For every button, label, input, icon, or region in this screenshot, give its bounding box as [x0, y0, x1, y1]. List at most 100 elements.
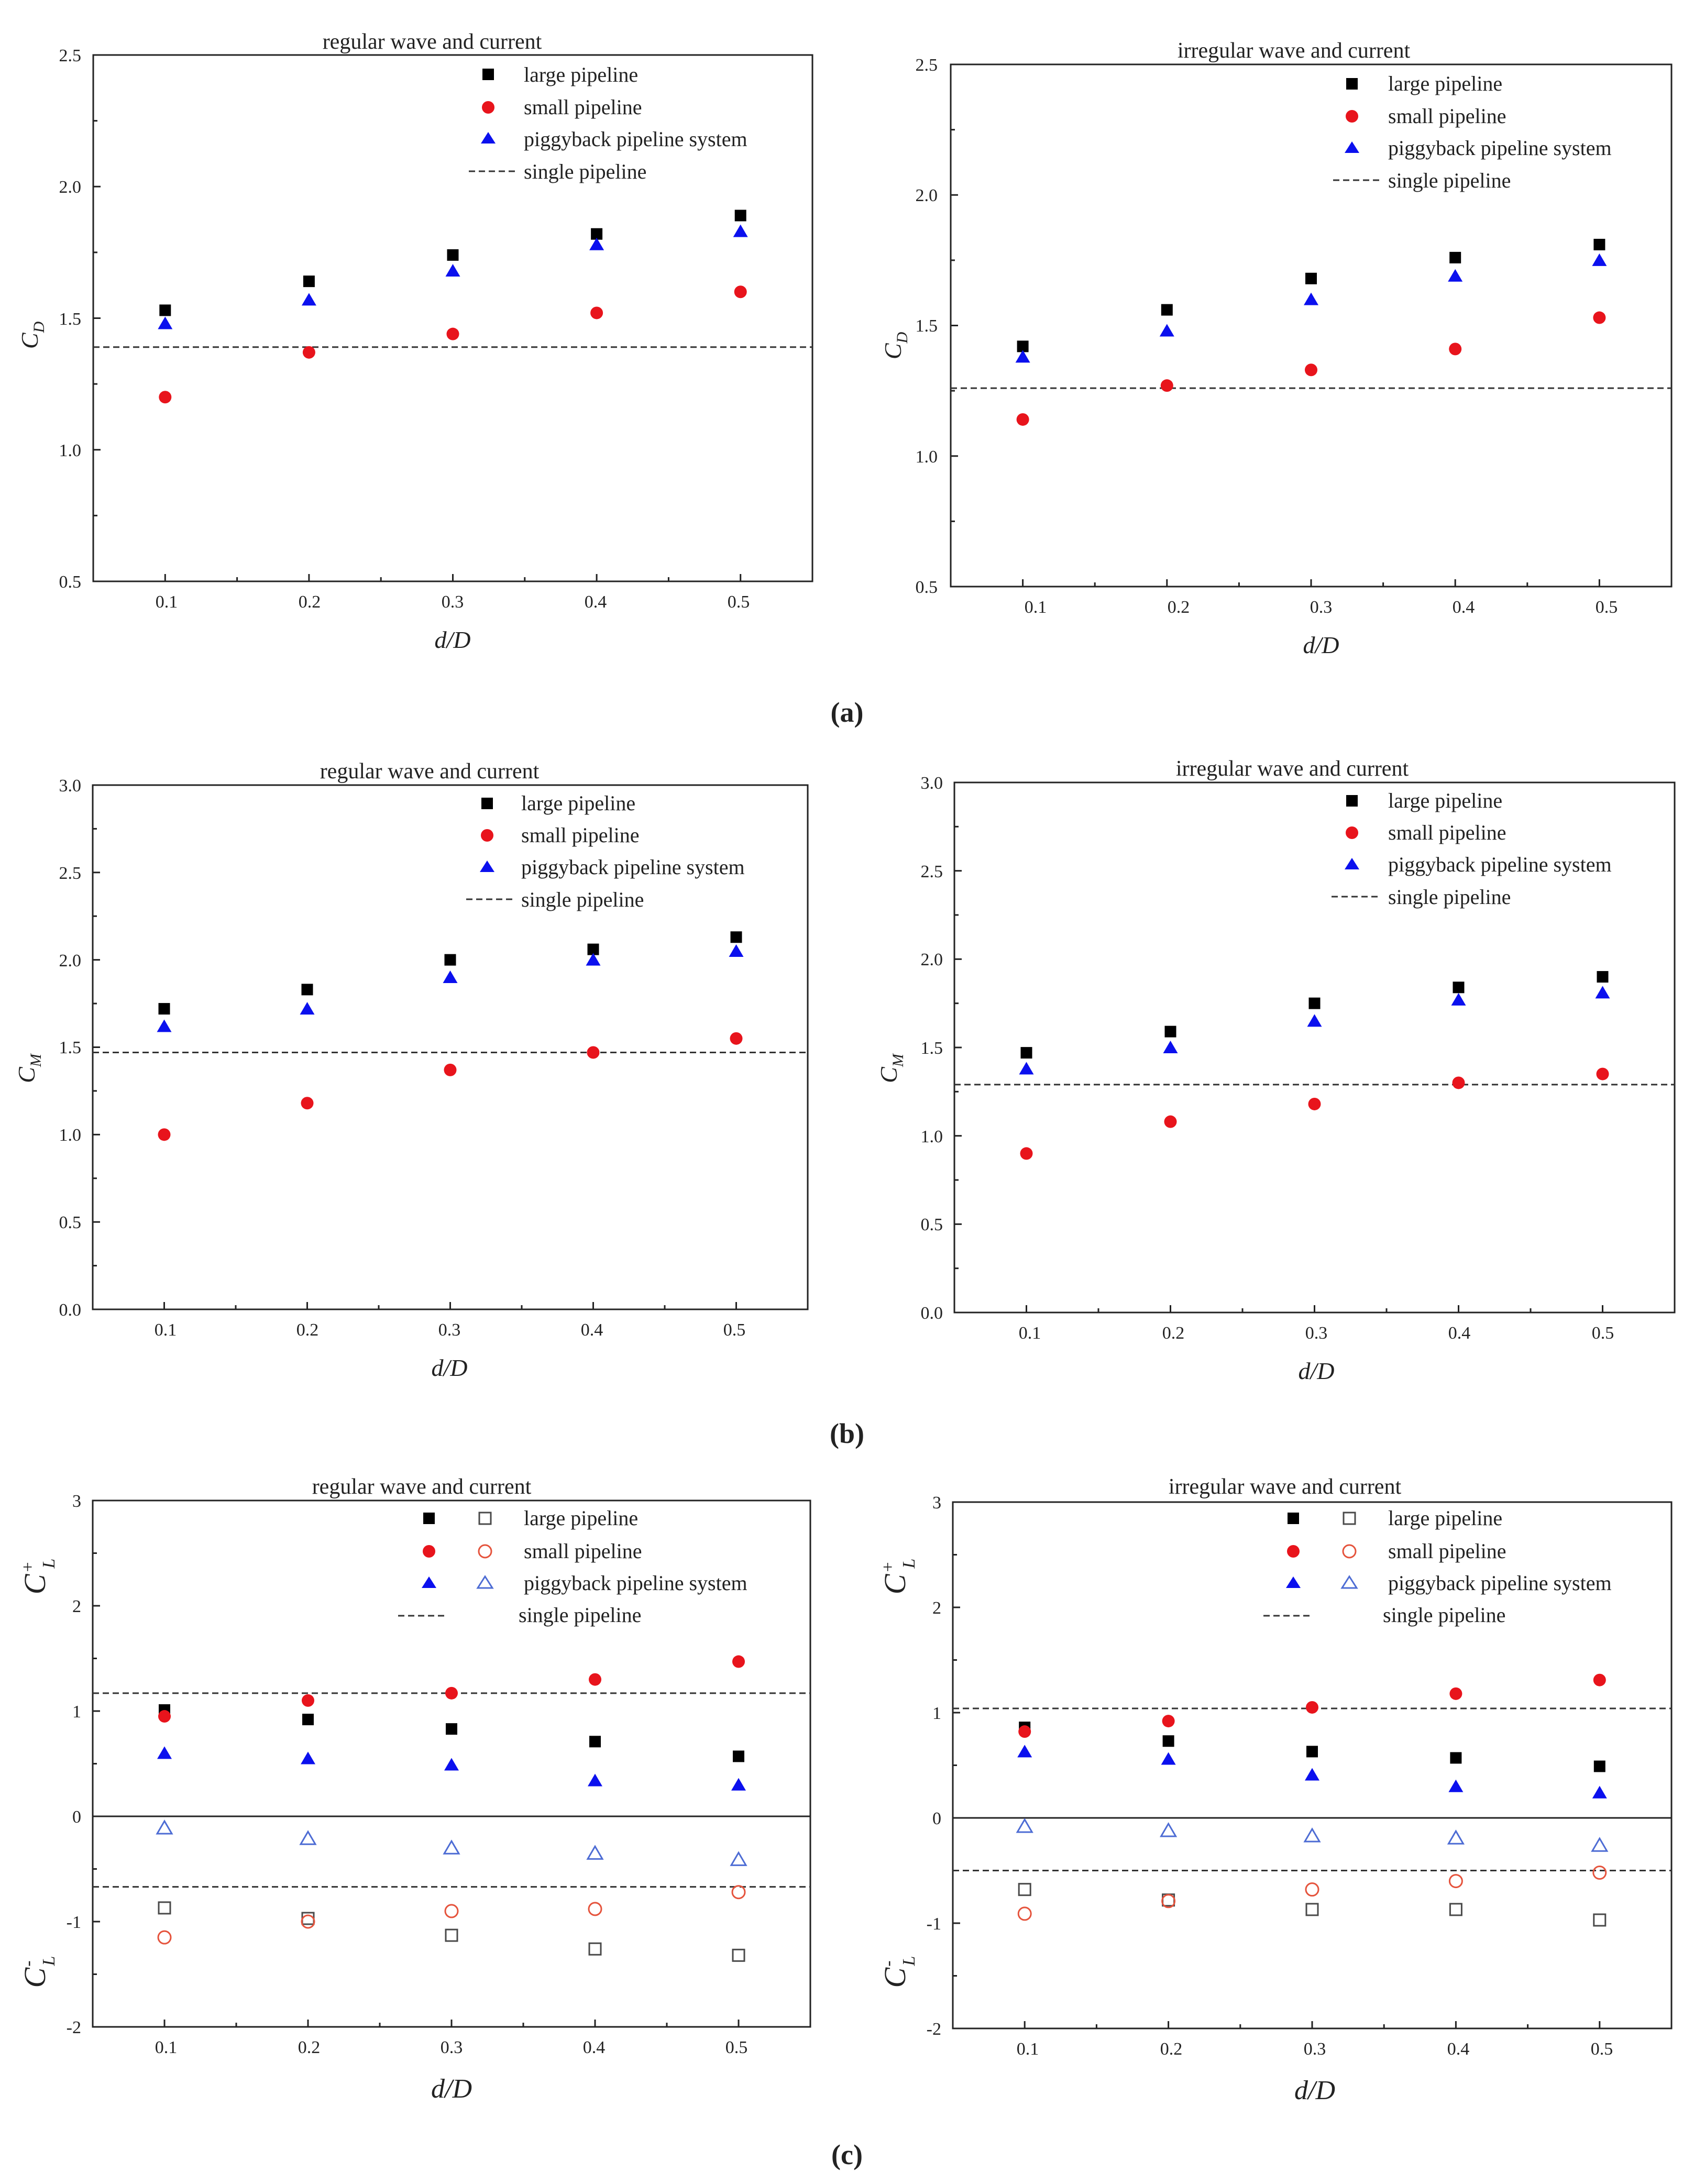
data-point-triangle	[1592, 1785, 1607, 1799]
data-point-circle	[301, 1097, 314, 1110]
legend-marker-large	[423, 1513, 435, 1524]
legend-marker-piggyback	[1345, 141, 1359, 153]
data-point-circle	[302, 1694, 314, 1707]
legend: large pipeline small pipeline piggyback …	[1332, 789, 1612, 909]
data-point-square	[734, 209, 746, 222]
data-point-circle	[1596, 1067, 1609, 1080]
y-tick-label: 1.5	[59, 1038, 82, 1057]
x-tick-label: 0.2	[296, 1320, 319, 1340]
y-axis-title: CD	[879, 332, 911, 359]
y-tick-label: 1.5	[59, 310, 82, 329]
y-tick-label: 2	[72, 1597, 81, 1616]
x-tick-label: 0.1	[1017, 2039, 1039, 2059]
chart-title: regular wave and current	[323, 30, 542, 54]
axis-ticks	[92, 784, 809, 1310]
legend-marker-piggyback	[481, 132, 496, 144]
data-point-square	[302, 1714, 314, 1726]
data-point-triangle	[1448, 1779, 1464, 1792]
legend-marker-small	[1287, 1545, 1300, 1558]
data-point-circle	[590, 306, 603, 319]
data-points	[1019, 971, 1610, 1160]
data-point-circle	[1161, 1894, 1176, 1909]
data-point-triangle	[157, 1019, 172, 1032]
x-tick-label: 0.5	[1592, 1323, 1614, 1343]
x-tick-label: 0.3	[1305, 1323, 1328, 1343]
legend-marker-small	[423, 1545, 435, 1558]
x-tick-label: 0.5	[728, 592, 750, 612]
x-tick-label: 0.3	[441, 2038, 463, 2057]
x-tick-label: 0.1	[155, 2038, 178, 2057]
axis-ticks	[950, 63, 1673, 588]
data-point-square	[1449, 1903, 1462, 1916]
data-point-triangle	[444, 1758, 459, 1771]
data-point-circle	[158, 1128, 171, 1141]
data-point-circle	[444, 1063, 457, 1076]
x-tick-label: 0.2	[299, 592, 321, 612]
x-axis-title: d/D	[1303, 632, 1339, 658]
x-tick-label: 0.4	[1453, 598, 1475, 617]
legend-label: small pipeline	[1388, 1539, 1506, 1563]
legend-marker-small	[482, 101, 494, 114]
data-point-circle	[1448, 1874, 1463, 1889]
chart-c-regular: regular wave and current -2 -1 0 1 2 3 0…	[18, 1475, 811, 2104]
data-point-square	[1020, 1047, 1032, 1059]
data-point-circle	[1449, 343, 1462, 356]
chart-title: irregular wave and current	[1178, 39, 1411, 63]
y-tick-label: 0.0	[59, 1300, 82, 1320]
y-tick-label: -2	[927, 2020, 941, 2039]
data-point-triangle	[301, 1751, 315, 1764]
x-axis-title: d/D	[435, 626, 471, 653]
y-tick-label: 1.5	[921, 1039, 943, 1058]
x-axis-title: d/D	[431, 2074, 472, 2104]
data-point-triangle	[300, 1002, 315, 1015]
y-tick-label: 2.5	[59, 864, 82, 883]
data-point-triangle	[1019, 1062, 1034, 1075]
y-tick-label: 3.0	[921, 774, 943, 793]
y-tick-label: 1.5	[916, 316, 938, 336]
data-points	[158, 209, 748, 404]
data-point-square	[1164, 1025, 1176, 1038]
legend-marker-piggyback-open	[1340, 1575, 1358, 1589]
data-point-circle	[1305, 363, 1317, 377]
legend-marker-piggyback-open	[476, 1575, 494, 1589]
reference-lines	[953, 1707, 1671, 1871]
x-axis-title: d/D	[1299, 1358, 1335, 1384]
data-point-circle	[444, 1904, 459, 1918]
legend: large pipeline small pipeline piggyback …	[466, 791, 745, 911]
legend-label: large pipeline	[1388, 1506, 1502, 1530]
x-tick-label: 0.1	[155, 1320, 177, 1340]
x-tick-label: 0.4	[1448, 1323, 1471, 1343]
data-point-square	[1162, 1735, 1174, 1747]
legend-label: large pipeline	[521, 791, 635, 815]
legend-marker-piggyback	[1286, 1576, 1301, 1588]
legend-marker-large	[482, 69, 494, 80]
y-tick-label: 1	[932, 1704, 941, 1723]
legend-label: small pipeline	[521, 823, 640, 847]
data-point-triangle	[1159, 1822, 1178, 1837]
legend-label: large pipeline	[524, 63, 638, 86]
y-tick-label: 0	[932, 1809, 941, 1828]
legend-label: small pipeline	[524, 95, 642, 119]
data-point-triangle	[1591, 1837, 1609, 1852]
data-point-triangle	[1017, 1745, 1032, 1758]
legend-label: single pipeline	[1388, 169, 1511, 192]
data-point-square	[730, 931, 742, 943]
y-tick-label: -2	[67, 2018, 81, 2037]
data-point-square	[1593, 1760, 1605, 1772]
data-point-circle	[1452, 1076, 1465, 1089]
x-tick-labels: 0.1 0.2 0.3 0.4 0.5	[1019, 1323, 1614, 1343]
y-axis-title: CM	[875, 1053, 907, 1083]
y-axis-title: CD	[16, 321, 48, 349]
legend-marker-large	[1288, 1513, 1299, 1524]
y-tick-label: 1.0	[916, 447, 938, 467]
data-point-triangle	[158, 316, 173, 329]
chart-a-irregular: irregular wave and current 0.5 1.0 1.5 2…	[879, 39, 1673, 658]
data-point-triangle	[1447, 1829, 1465, 1845]
data-point-square	[1161, 304, 1173, 316]
data-point-triangle	[299, 1830, 317, 1845]
data-point-circle	[1592, 1866, 1607, 1880]
legend-label: piggyback pipeline system	[1388, 1571, 1612, 1595]
axis-ticks	[92, 54, 813, 582]
data-point-circle	[734, 285, 747, 299]
